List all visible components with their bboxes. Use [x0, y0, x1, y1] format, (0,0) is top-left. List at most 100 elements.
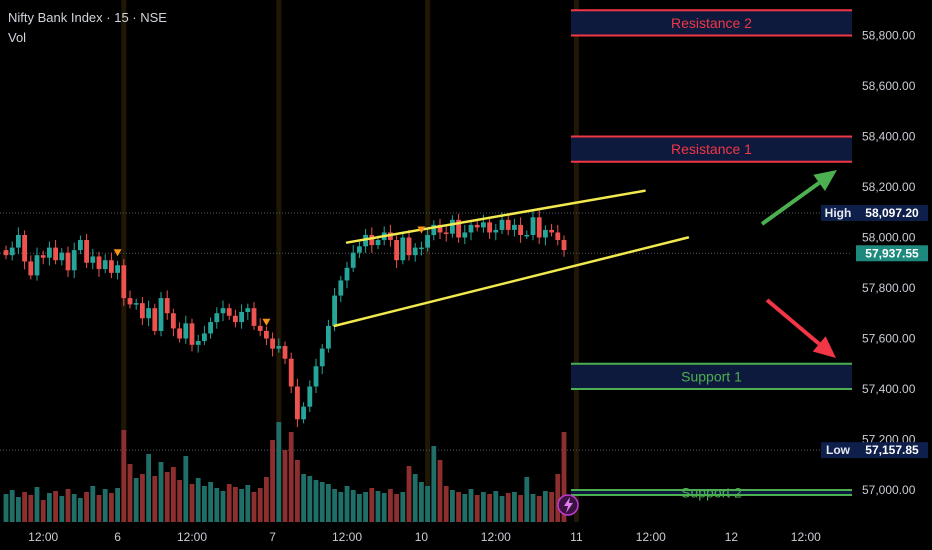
volume-bar — [524, 477, 530, 522]
bearish-arrow-icon[interactable] — [765, 298, 836, 358]
candle — [257, 318, 263, 337]
candle-body — [326, 325, 331, 349]
candle-body — [65, 252, 71, 271]
candle-body — [549, 229, 554, 233]
volume-bar — [208, 482, 213, 522]
support-resistance-zones[interactable]: Resistance 2 Resistance 1 Support 1 Support… — [571, 9, 852, 501]
volume-bar — [357, 494, 362, 522]
channel-line-upper[interactable] — [345, 189, 646, 244]
candle-body — [474, 224, 480, 228]
volume-bar — [512, 492, 517, 522]
volume-bar — [518, 495, 523, 522]
candle — [251, 302, 257, 330]
high-tag-value-bg — [856, 204, 928, 221]
volume-bars — [3, 422, 567, 522]
volume-bar — [9, 490, 15, 522]
channel-lines[interactable] — [333, 189, 690, 328]
bearish-arrow-icon-shaft — [765, 298, 821, 346]
candle-body — [177, 328, 182, 339]
candle — [313, 358, 319, 394]
candle-body — [189, 323, 195, 345]
level-label: Support 2 — [681, 485, 742, 501]
volume-bar — [133, 478, 139, 522]
volume-bar — [71, 494, 77, 522]
trend-arrows[interactable] — [760, 170, 837, 358]
candle-body — [140, 303, 145, 319]
last-price-tag-value: 57,937.55 — [865, 246, 919, 260]
volume-bar — [530, 494, 536, 522]
candle-body — [400, 237, 406, 261]
volume-bar — [363, 492, 368, 522]
bearish-arrow-icon-head — [812, 336, 836, 358]
candle — [84, 233, 89, 269]
candle — [177, 322, 182, 343]
signal-marker — [262, 318, 271, 326]
candle — [350, 245, 356, 272]
volume-bar — [487, 494, 492, 522]
candle-body — [239, 311, 244, 323]
x-tick-label: 12:00 — [636, 530, 666, 544]
level-zone-resistance-1[interactable]: Resistance 1 — [571, 135, 852, 163]
candle-body — [450, 219, 455, 234]
bullish-arrow-icon[interactable] — [760, 170, 837, 226]
candle-body — [90, 256, 96, 263]
volume-bar — [233, 487, 238, 522]
level-label: Support 1 — [681, 368, 742, 384]
y-tick-label: 57,000.00 — [862, 483, 916, 497]
candle — [276, 338, 282, 353]
candle — [394, 235, 399, 269]
volume-bar — [543, 491, 548, 522]
candle — [363, 228, 368, 253]
candle-body — [332, 295, 337, 326]
level-zone-support-1[interactable]: Support 1 — [571, 362, 852, 390]
candle — [369, 227, 375, 253]
candle-body — [171, 313, 176, 329]
candle — [419, 241, 424, 256]
volume-bar — [195, 478, 201, 522]
level-zone-support-2[interactable]: Support 2 — [571, 485, 852, 501]
volume-bar — [555, 474, 561, 522]
channel-line-lower[interactable] — [333, 236, 690, 328]
volume-bar — [140, 474, 145, 522]
lightning-icon[interactable] — [557, 494, 579, 516]
bullish-arrow-icon-shaft — [760, 181, 821, 226]
x-tick-label: 12:00 — [481, 530, 511, 544]
level-zone-resistance-2[interactable]: Resistance 2 — [571, 9, 852, 37]
volume-bar — [282, 450, 288, 522]
volume-bar — [307, 476, 313, 522]
candle-body — [375, 240, 381, 246]
candle — [493, 223, 499, 241]
volume-bar — [456, 492, 461, 522]
candle — [78, 235, 83, 255]
chart-title: Nifty Bank Index · 15 · NSE — [8, 10, 167, 25]
candle-body — [431, 224, 437, 235]
volume-bar — [226, 484, 232, 522]
level-zone-fill — [571, 10, 852, 36]
candle-body — [257, 325, 263, 331]
candle — [468, 220, 474, 241]
candle — [338, 275, 344, 303]
y-tick-label: 57,400.00 — [862, 382, 916, 396]
candle-body — [543, 229, 548, 238]
volume-bar — [388, 489, 393, 522]
volume-label: Vol — [8, 30, 27, 45]
candle — [208, 317, 213, 339]
candle — [512, 218, 517, 237]
candle-body — [295, 386, 300, 420]
candle — [90, 248, 96, 270]
volume-bar — [177, 480, 182, 522]
candle — [549, 223, 554, 237]
candle-body — [121, 265, 127, 299]
candle — [102, 254, 108, 274]
candle-body — [152, 308, 158, 331]
time-axis[interactable]: 12:00 6 12:00 7 12:00 10 12:00 11 12:00 12 12:00 — [28, 530, 821, 544]
session-break-1 — [276, 0, 282, 522]
candle — [53, 240, 58, 265]
candle — [450, 215, 455, 238]
candle — [245, 303, 251, 320]
price-axis[interactable]: 57,000.0057,200.0057,400.0057,600.0057,8… — [862, 29, 916, 498]
candle-body — [202, 333, 207, 342]
candle-body — [158, 298, 164, 331]
y-tick-label: 57,800.00 — [862, 281, 916, 295]
